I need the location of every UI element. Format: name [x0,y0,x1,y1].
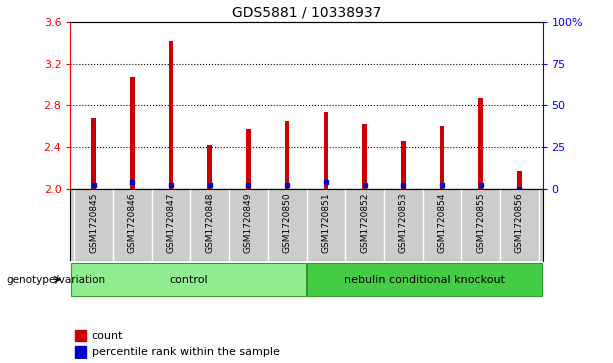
Bar [324,111,328,189]
Text: GSM1720850: GSM1720850 [283,192,292,253]
Bar [440,126,444,189]
Bar [130,77,135,189]
Text: nebulin conditional knockout: nebulin conditional knockout [344,274,505,285]
Bar [362,124,367,189]
Bar [517,171,522,189]
Bar [285,121,289,189]
Text: percentile rank within the sample: percentile rank within the sample [92,347,280,357]
Bar [307,263,542,296]
Text: GSM1720856: GSM1720856 [515,192,524,253]
Bar [71,263,306,296]
Bar [207,145,212,189]
Bar [246,129,251,189]
Bar [75,346,86,358]
Bar [91,118,96,189]
Text: GSM1720845: GSM1720845 [89,192,98,253]
Title: GDS5881 / 10338937: GDS5881 / 10338937 [232,5,381,19]
Bar [401,141,406,189]
Text: count: count [92,331,123,341]
Text: GSM1720852: GSM1720852 [360,192,369,253]
Text: GSM1720848: GSM1720848 [205,192,215,253]
Text: GSM1720853: GSM1720853 [398,192,408,253]
Text: genotype/variation: genotype/variation [6,274,105,285]
Text: GSM1720854: GSM1720854 [438,192,446,253]
Text: GSM1720847: GSM1720847 [167,192,175,253]
Bar [169,41,173,189]
Bar [478,98,483,189]
Bar [75,330,86,341]
Text: GSM1720849: GSM1720849 [244,192,253,253]
Text: control: control [169,274,208,285]
Text: GSM1720851: GSM1720851 [321,192,330,253]
Text: GSM1720855: GSM1720855 [476,192,485,253]
Text: GSM1720846: GSM1720846 [128,192,137,253]
